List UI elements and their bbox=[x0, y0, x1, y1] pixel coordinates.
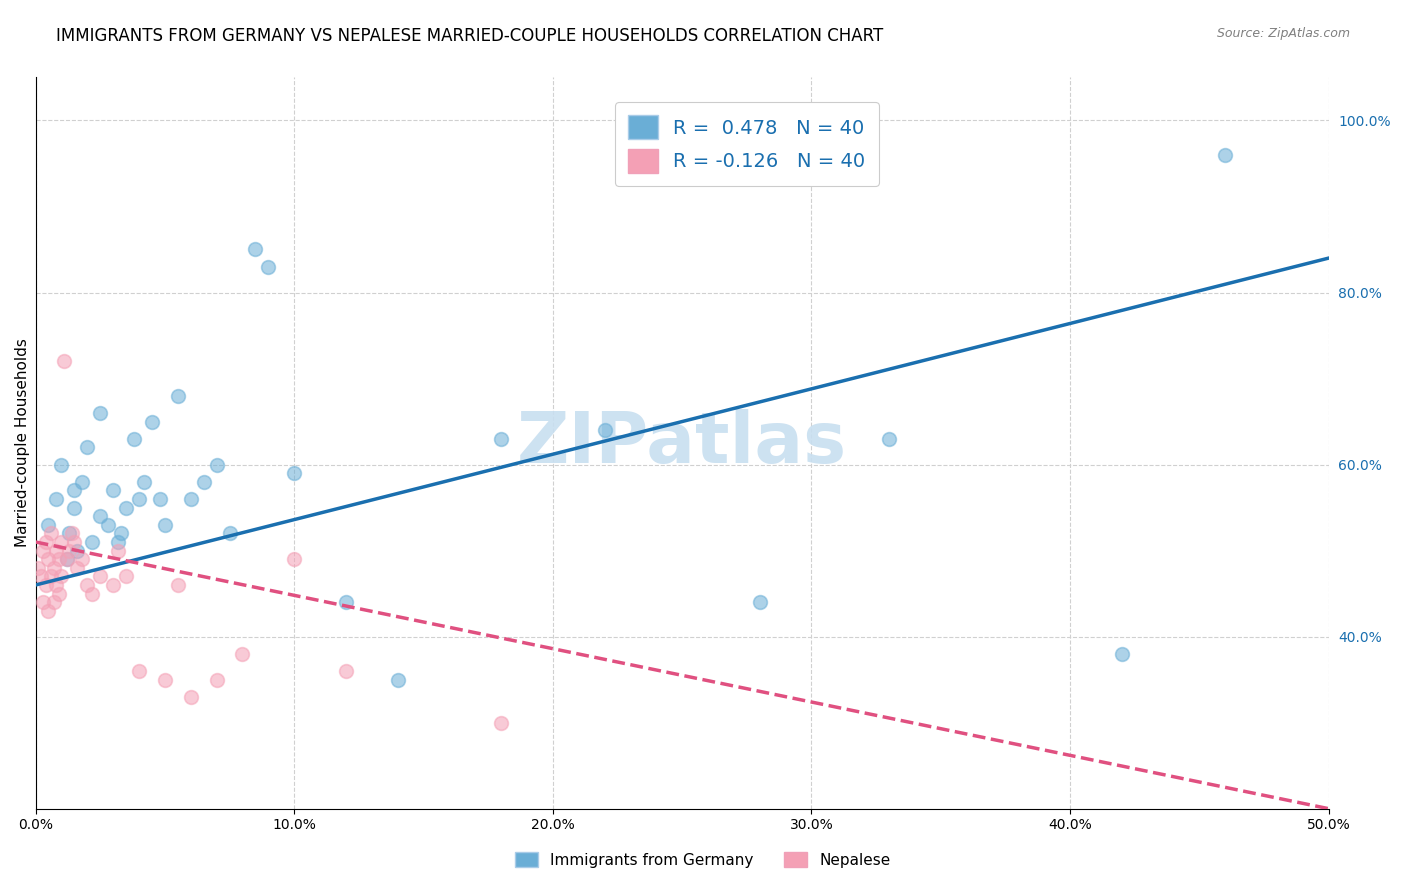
Point bbox=[257, 260, 280, 274]
Point bbox=[166, 389, 188, 403]
Point bbox=[32, 543, 55, 558]
Point bbox=[335, 664, 357, 678]
Point bbox=[193, 475, 215, 489]
Point bbox=[39, 569, 62, 583]
Point bbox=[218, 526, 240, 541]
Point bbox=[180, 491, 202, 506]
Point bbox=[877, 432, 900, 446]
Point bbox=[110, 526, 132, 541]
Text: ZIPatlas: ZIPatlas bbox=[517, 409, 848, 477]
Point bbox=[48, 552, 70, 566]
Point bbox=[51, 569, 73, 583]
Point bbox=[66, 543, 89, 558]
Point bbox=[66, 561, 89, 575]
Point bbox=[489, 432, 512, 446]
Point bbox=[51, 458, 73, 472]
Point bbox=[70, 475, 93, 489]
Point bbox=[593, 423, 616, 437]
Point bbox=[115, 500, 138, 515]
Point bbox=[63, 535, 86, 549]
Point bbox=[107, 543, 129, 558]
Point bbox=[70, 552, 93, 566]
Point bbox=[82, 535, 104, 549]
Point bbox=[153, 517, 176, 532]
Point bbox=[128, 491, 150, 506]
Point bbox=[45, 578, 67, 592]
Point bbox=[60, 526, 83, 541]
Point bbox=[387, 673, 409, 687]
Text: Source: ZipAtlas.com: Source: ZipAtlas.com bbox=[1216, 27, 1350, 40]
Point bbox=[245, 243, 267, 257]
Point bbox=[63, 500, 86, 515]
Point bbox=[30, 569, 52, 583]
Point bbox=[748, 595, 770, 609]
Point bbox=[180, 690, 202, 704]
Point bbox=[231, 647, 253, 661]
Point bbox=[101, 578, 124, 592]
Text: IMMIGRANTS FROM GERMANY VS NEPALESE MARRIED-COUPLE HOUSEHOLDS CORRELATION CHART: IMMIGRANTS FROM GERMANY VS NEPALESE MARR… bbox=[56, 27, 883, 45]
Point bbox=[55, 552, 77, 566]
Point bbox=[153, 673, 176, 687]
Point bbox=[35, 578, 58, 592]
Y-axis label: Married-couple Households: Married-couple Households bbox=[15, 339, 30, 548]
Point bbox=[37, 517, 59, 532]
Point bbox=[205, 458, 228, 472]
Point bbox=[76, 578, 98, 592]
Point bbox=[97, 517, 120, 532]
Point bbox=[149, 491, 172, 506]
Point bbox=[37, 604, 59, 618]
Point bbox=[89, 406, 111, 420]
Point bbox=[48, 586, 70, 600]
Point bbox=[45, 491, 67, 506]
Point bbox=[283, 466, 305, 480]
Point bbox=[101, 483, 124, 498]
Point bbox=[489, 715, 512, 730]
Point bbox=[55, 552, 77, 566]
Point bbox=[35, 535, 58, 549]
Point bbox=[32, 595, 55, 609]
Point bbox=[141, 415, 163, 429]
Point bbox=[58, 543, 80, 558]
Point bbox=[51, 535, 73, 549]
Point bbox=[58, 526, 80, 541]
Point bbox=[134, 475, 156, 489]
Point bbox=[335, 595, 357, 609]
Point bbox=[107, 535, 129, 549]
Point bbox=[39, 526, 62, 541]
Point bbox=[53, 354, 76, 368]
Point bbox=[37, 552, 59, 566]
Point bbox=[205, 673, 228, 687]
Point bbox=[128, 664, 150, 678]
Point bbox=[42, 595, 65, 609]
Point bbox=[45, 543, 67, 558]
Legend: R =  0.478   N = 40, R = -0.126   N = 40: R = 0.478 N = 40, R = -0.126 N = 40 bbox=[614, 102, 879, 186]
Point bbox=[1111, 647, 1133, 661]
Point bbox=[1213, 148, 1236, 162]
Point bbox=[122, 432, 145, 446]
Point bbox=[115, 569, 138, 583]
Point bbox=[76, 441, 98, 455]
Point bbox=[42, 561, 65, 575]
Point bbox=[166, 578, 188, 592]
Point bbox=[82, 586, 104, 600]
Point bbox=[63, 483, 86, 498]
Point bbox=[283, 552, 305, 566]
Point bbox=[27, 561, 49, 575]
Point bbox=[89, 509, 111, 524]
Point bbox=[89, 569, 111, 583]
Legend: Immigrants from Germany, Nepalese: Immigrants from Germany, Nepalese bbox=[508, 844, 898, 875]
